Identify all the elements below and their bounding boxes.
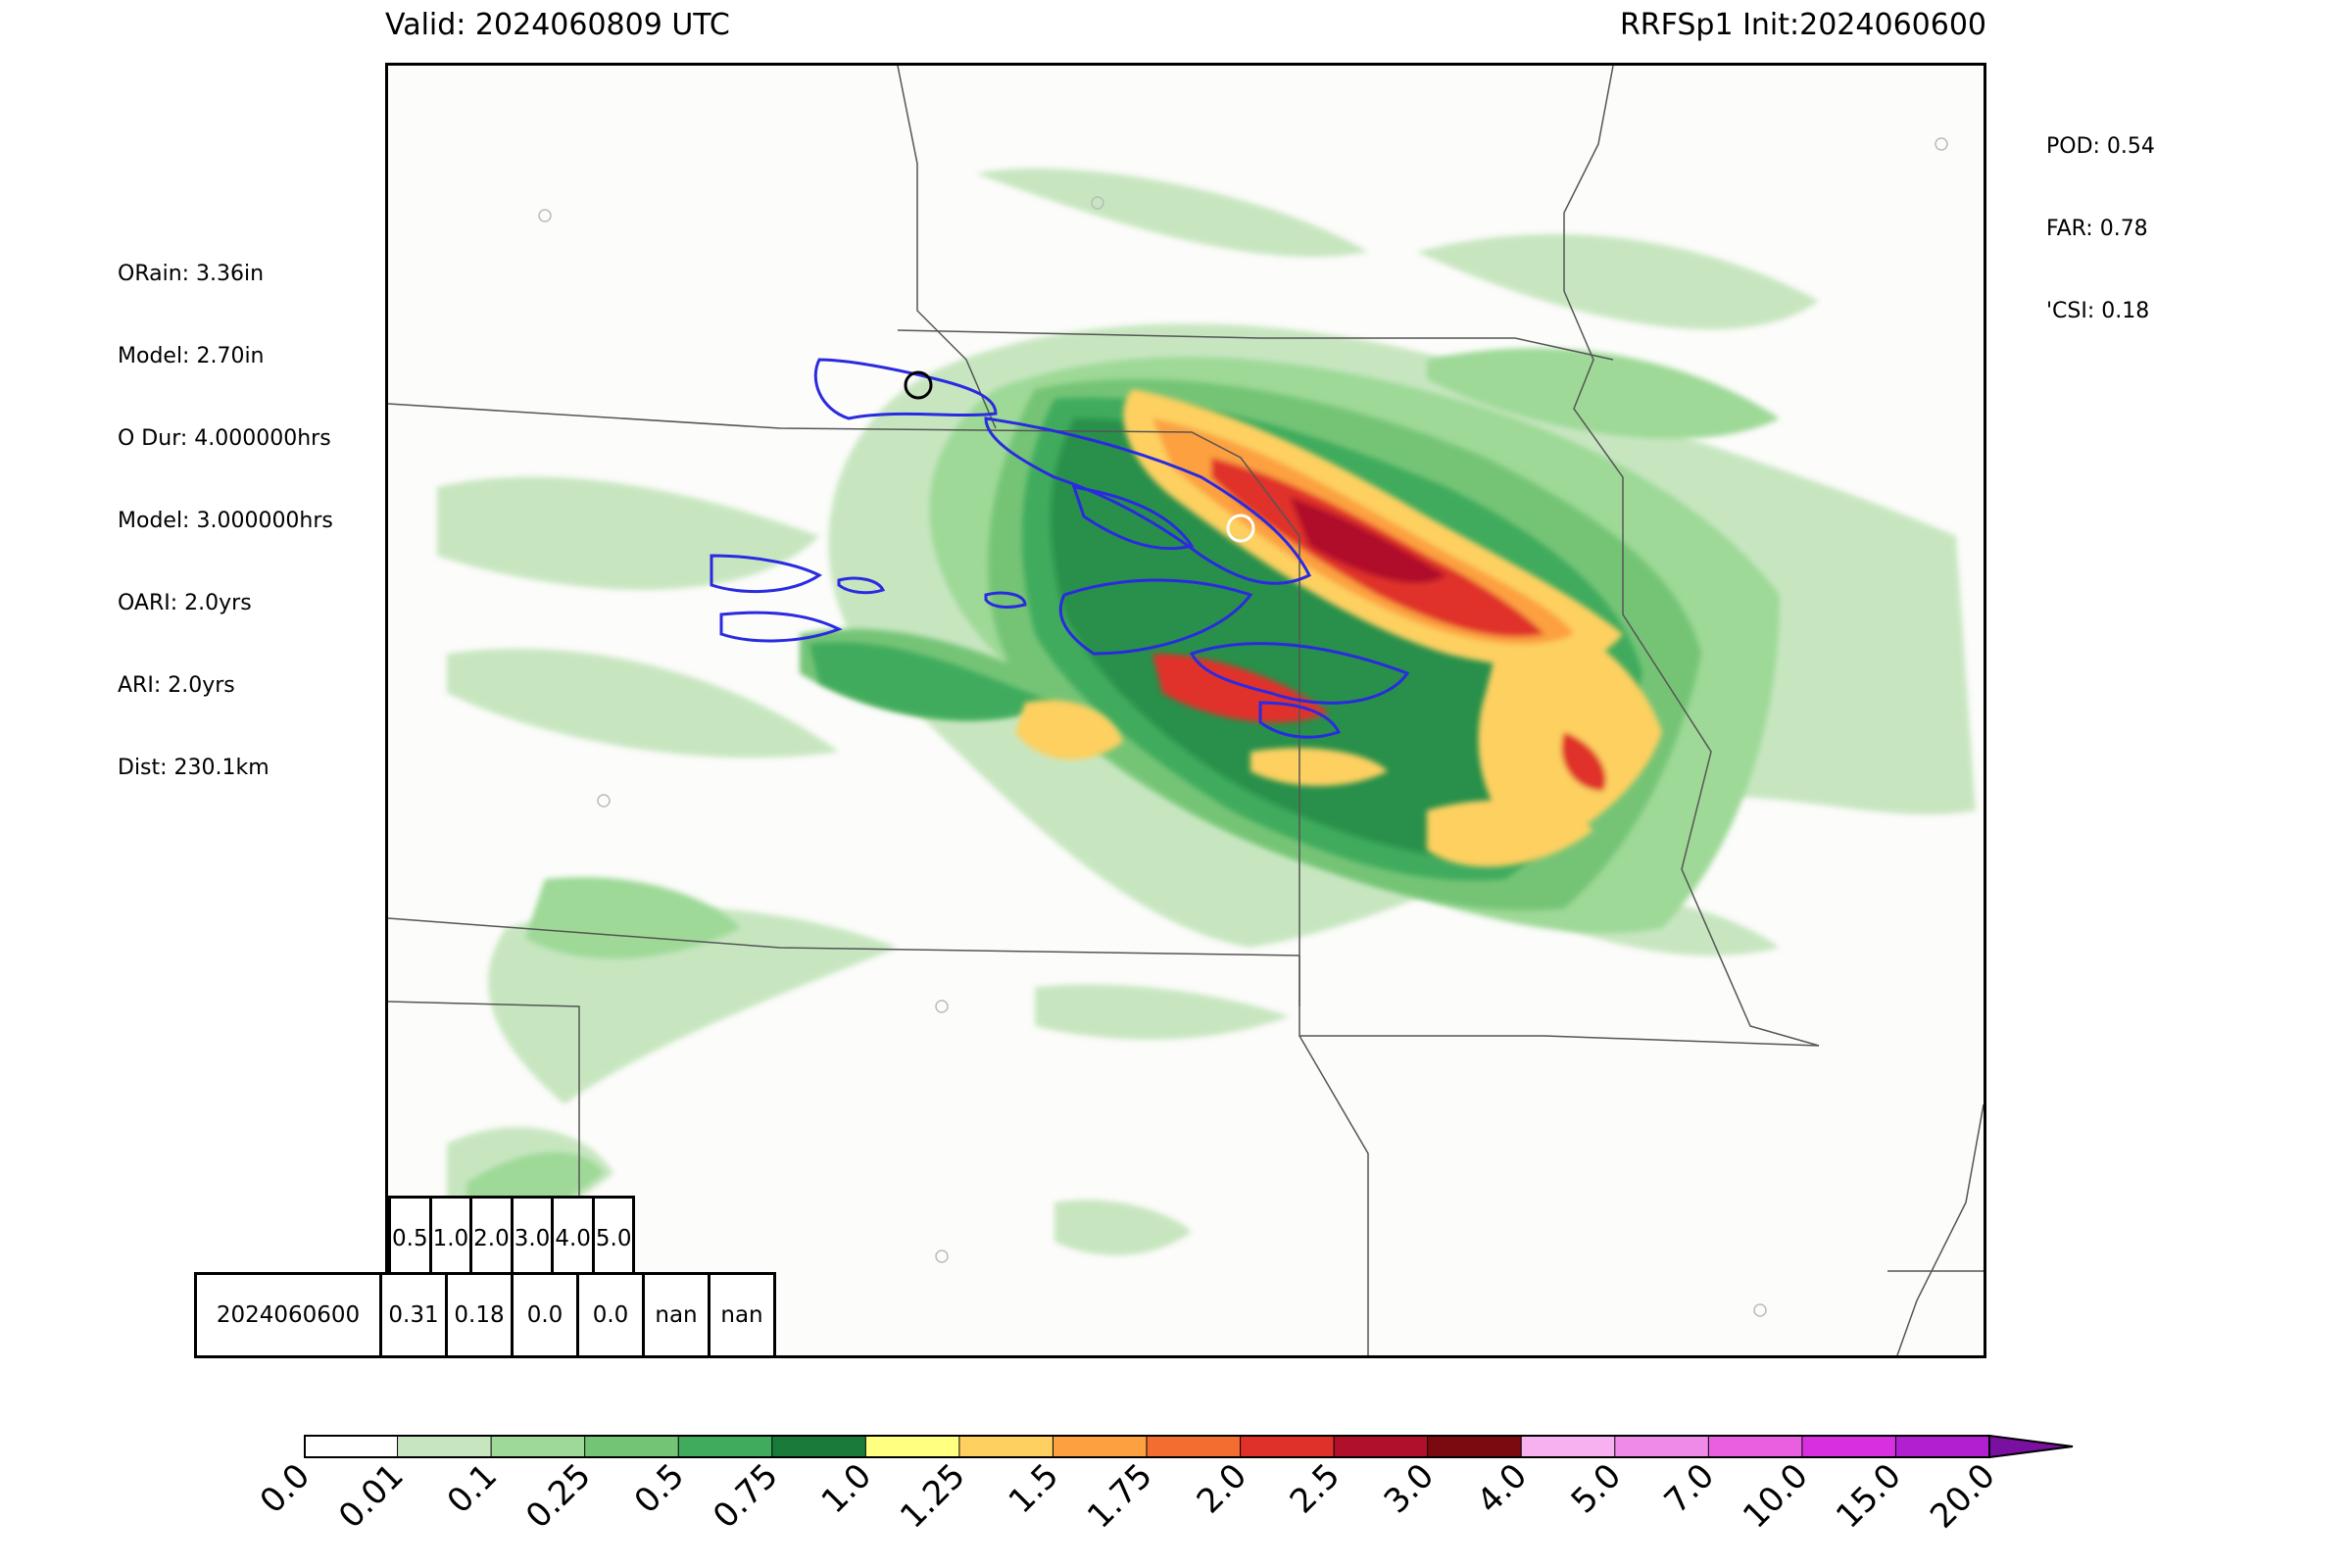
verification-scores: POD: 0.54 FAR: 0.78 'CSI: 0.18 bbox=[2046, 78, 2155, 353]
model-duration: Model: 3.000000hrs bbox=[118, 509, 333, 533]
colorbar-segment bbox=[1334, 1436, 1428, 1457]
far-score: FAR: 0.78 bbox=[2046, 217, 2148, 241]
ari-threshold-cell: 0.5 bbox=[388, 1196, 432, 1282]
colorbar-segment bbox=[678, 1436, 772, 1457]
observed-max-marker bbox=[904, 370, 933, 400]
intense-rain-fields bbox=[1051, 418, 1593, 859]
observed-duration: O Dur: 4.000000hrs bbox=[118, 426, 331, 451]
colorbar-segment bbox=[1053, 1436, 1147, 1457]
ari-value-cell: 0.31 bbox=[379, 1272, 448, 1358]
ari-row-label: 2024060600 bbox=[194, 1272, 382, 1358]
colorbar bbox=[304, 1434, 2074, 1459]
city-markers bbox=[538, 137, 1948, 1317]
colorbar-segment bbox=[1895, 1436, 1989, 1457]
observed-ari: OARI: 2.0yrs bbox=[118, 591, 252, 615]
ari-value-cell: nan bbox=[708, 1272, 776, 1358]
colorbar-extend-arrow bbox=[1988, 1434, 2074, 1459]
colorbar-segment bbox=[1521, 1436, 1615, 1457]
colorbar-segment bbox=[491, 1436, 585, 1457]
colorbar-segment bbox=[771, 1436, 866, 1457]
event-info: ORain: 3.36in Model: 2.70in O Dur: 4.000… bbox=[118, 206, 333, 809]
colorbar-tick-label: 1.75 bbox=[1080, 1455, 1160, 1537]
colorbar-segment bbox=[584, 1436, 679, 1457]
colorbar-segment bbox=[1240, 1436, 1335, 1457]
colorbar-tick-label: 1.25 bbox=[892, 1455, 973, 1537]
model-init-title: RRFSp1 Init:2024060600 bbox=[1619, 8, 1986, 42]
political-boundaries bbox=[388, 66, 1984, 1355]
colorbar-segment bbox=[397, 1436, 492, 1457]
colorbar-segment bbox=[304, 1436, 398, 1457]
ari-threshold-table: 0.5 1.0 2.0 3.0 4.0 5.0 bbox=[388, 1196, 636, 1282]
ari-values-row: 2024060600 0.31 0.18 0.0 0.0 nan nan bbox=[194, 1272, 776, 1358]
colorbar-segment bbox=[958, 1436, 1054, 1457]
colorbar-tick-label: 15.0 bbox=[1829, 1455, 1910, 1537]
ari-threshold-row: 0.5 1.0 2.0 3.0 4.0 5.0 bbox=[388, 1196, 636, 1282]
colorbar-segment bbox=[1147, 1436, 1241, 1457]
ari-threshold-cell: 1.0 bbox=[428, 1196, 473, 1282]
precipitation-map: 0.5 1.0 2.0 3.0 4.0 5.0 bbox=[385, 63, 1986, 1358]
colorbar-tick-label: 0.75 bbox=[705, 1455, 786, 1537]
model-ari: ARI: 2.0yrs bbox=[118, 673, 235, 698]
colorbar-segment bbox=[1427, 1436, 1522, 1457]
ari-value-cell: 0.0 bbox=[576, 1272, 645, 1358]
ari-value-cell: nan bbox=[642, 1272, 710, 1358]
colorbar-segment bbox=[865, 1436, 959, 1457]
model-max-marker bbox=[1226, 514, 1255, 543]
colorbar-tick-label: 0.25 bbox=[517, 1455, 599, 1537]
colorbar-tick-label: 20.0 bbox=[1923, 1455, 2003, 1537]
model-rain: Model: 2.70in bbox=[118, 344, 265, 368]
ari-threshold-cell: 4.0 bbox=[551, 1196, 595, 1282]
ari-threshold-cell: 5.0 bbox=[591, 1196, 636, 1282]
distance: Dist: 230.1km bbox=[118, 756, 270, 780]
ari-value-cell: 0.0 bbox=[511, 1272, 579, 1358]
valid-time-title: Valid: 2024060809 UTC bbox=[385, 8, 730, 42]
colorbar-tick-label: 0.01 bbox=[330, 1455, 412, 1537]
map-canvas bbox=[388, 66, 1984, 1355]
observed-rain: ORain: 3.36in bbox=[118, 262, 265, 286]
ari-values-table: 2024060600 0.31 0.18 0.0 0.0 nan nan bbox=[194, 1272, 776, 1358]
colorbar-tick-label: 10.0 bbox=[1735, 1455, 1816, 1537]
extreme-rain-band bbox=[1015, 389, 1662, 867]
colorbar-segment bbox=[1614, 1436, 1709, 1457]
csi-score: 'CSI: 0.18 bbox=[2046, 299, 2150, 323]
observed-exceedance-contours bbox=[710, 358, 1410, 739]
colorbar-segment bbox=[1708, 1436, 1802, 1457]
colorbar-segment bbox=[1801, 1436, 1896, 1457]
ari-threshold-cell: 2.0 bbox=[469, 1196, 514, 1282]
pod-score: POD: 0.54 bbox=[2046, 134, 2155, 159]
ari-threshold-cell: 3.0 bbox=[510, 1196, 555, 1282]
ari-value-cell: 0.18 bbox=[445, 1272, 514, 1358]
